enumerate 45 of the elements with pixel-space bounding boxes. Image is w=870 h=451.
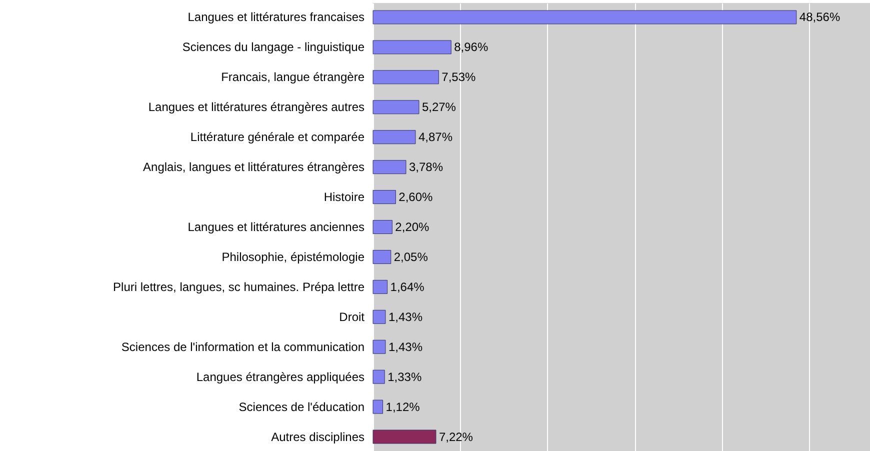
y-tick-label: Littérature générale et comparée xyxy=(190,130,365,144)
bar xyxy=(372,130,416,144)
data-label: 7,22% xyxy=(438,430,474,444)
data-label: 4,87% xyxy=(418,130,453,144)
bar xyxy=(372,190,396,204)
y-tick-label: Pluri lettres, langues, sc humaines. Prépa lettre xyxy=(113,280,365,294)
data-label: 7,53% xyxy=(442,70,476,84)
data-label: 1,12% xyxy=(386,400,420,414)
data-label: 2,60% xyxy=(398,190,434,204)
data-label: 5,27% xyxy=(422,100,456,114)
y-tick-label: Sciences du langage - linguistique xyxy=(182,40,365,54)
y-tick-label: Histoire xyxy=(324,190,365,204)
data-label: 2,05% xyxy=(394,250,428,264)
data-label: 3,78% xyxy=(408,160,444,174)
y-tick-label: Autres disciplines xyxy=(271,430,364,444)
data-label: 8,96% xyxy=(454,40,488,54)
data-label: 48,56% xyxy=(799,10,840,24)
bar xyxy=(372,340,386,354)
data-label: 2,20% xyxy=(395,220,430,234)
y-tick-label: Langues et littératures francaises xyxy=(188,10,364,24)
y-tick-label: Droit xyxy=(339,310,366,324)
bar xyxy=(372,250,392,264)
bar xyxy=(372,370,385,384)
bar xyxy=(372,10,797,24)
y-tick-label: Sciences de l'information et la communication xyxy=(121,340,364,354)
y-tick-label: Langues étrangères appliquées xyxy=(196,370,364,384)
bar xyxy=(372,100,420,114)
bar xyxy=(372,220,392,234)
y-tick-label: Francais, langue étrangère xyxy=(221,70,365,84)
bar xyxy=(372,310,386,324)
y-tick-label: Langues et littératures anciennes xyxy=(188,220,364,234)
y-tick-label: Philosophie, épistémologie xyxy=(222,250,365,264)
bar xyxy=(372,430,436,444)
data-label: 1,43% xyxy=(388,310,423,324)
y-tick-label: Anglais, langues et littératures étrangères xyxy=(143,160,364,174)
bar xyxy=(372,40,452,54)
data-label: 1,43% xyxy=(388,340,423,354)
bar xyxy=(372,70,439,84)
bar xyxy=(372,400,384,414)
data-label: 1,64% xyxy=(390,280,425,294)
data-label: 1,33% xyxy=(388,370,422,384)
bar xyxy=(372,280,388,294)
y-tick-label: Langues et littératures étrangères autres xyxy=(148,100,364,114)
bar xyxy=(372,160,406,174)
y-tick-label: Sciences de l'éducation xyxy=(238,400,364,414)
